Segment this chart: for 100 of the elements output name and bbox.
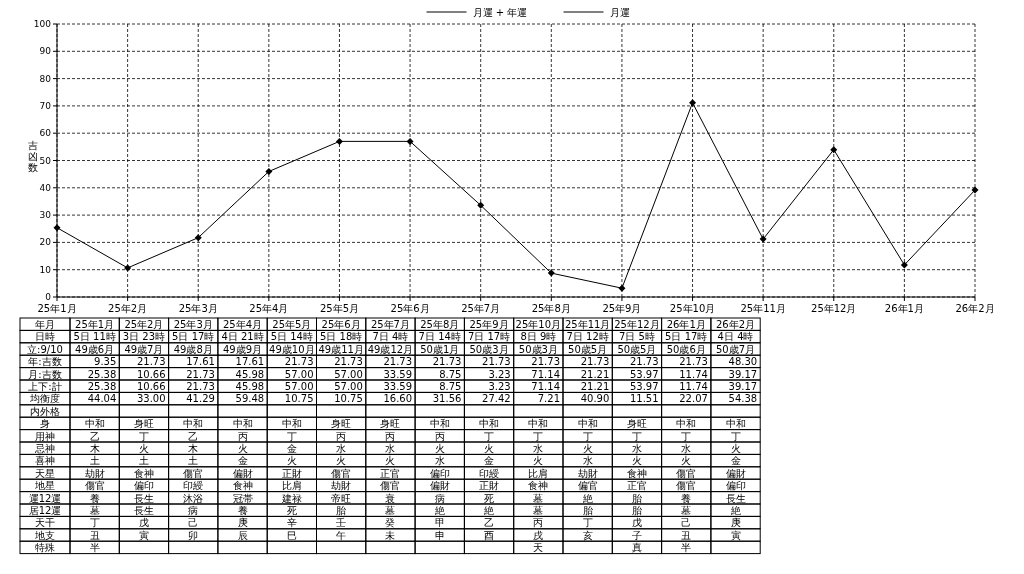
- text: 中和: [183, 418, 204, 430]
- text: 21.21: [580, 380, 610, 392]
- text: 21.73: [580, 356, 610, 368]
- text: 71.14: [531, 368, 560, 380]
- text: 子: [631, 529, 642, 541]
- text: 地星: [34, 480, 55, 492]
- text: 正財: [281, 467, 302, 479]
- text: 養: [237, 504, 248, 516]
- text: 運12運: [28, 492, 62, 504]
- text: 帝旺: [331, 492, 352, 504]
- text: 50歳3月: [469, 343, 509, 355]
- text: 8.75: [439, 368, 462, 380]
- text: 水: [336, 442, 347, 454]
- text: 3.23: [488, 380, 511, 392]
- legend-label: 月運 + 年運: [472, 6, 528, 18]
- text: 中和: [577, 418, 598, 430]
- text: 身旺: [626, 418, 647, 430]
- text: 10.66: [136, 380, 166, 392]
- text: 墓: [385, 504, 396, 516]
- text: 丑: [89, 529, 100, 541]
- text: 7.21: [537, 393, 560, 405]
- text: 辰: [237, 529, 248, 541]
- text: 21.73: [432, 356, 462, 368]
- point: [335, 137, 343, 145]
- text: 正官: [626, 480, 647, 492]
- text: 火: [631, 455, 642, 467]
- text: 49歳9月: [223, 343, 263, 355]
- text: 乙: [484, 517, 495, 529]
- text: 25年6月: [321, 318, 361, 330]
- x-tick-label: 25年2月: [108, 303, 148, 314]
- text: 印綬: [479, 467, 500, 479]
- text: 49歳6月: [75, 343, 115, 355]
- text: 傷官: [183, 467, 204, 479]
- text: 25年11月: [564, 318, 611, 330]
- text: 21.73: [629, 356, 659, 368]
- text: 53.97: [629, 368, 659, 380]
- text: 未: [385, 529, 396, 541]
- text: 21.21: [580, 368, 610, 380]
- text: 7日 14時: [418, 331, 461, 343]
- text: 正財: [479, 480, 500, 492]
- text: 丁: [533, 430, 544, 442]
- x-tick-label: 25年3月: [178, 303, 218, 314]
- text: 4日 4時: [717, 331, 754, 343]
- text: 57.00: [284, 380, 314, 392]
- text: 喜神: [35, 455, 55, 467]
- text: 10.75: [284, 393, 314, 405]
- text: 21.73: [186, 368, 215, 380]
- text: 中和: [281, 418, 302, 430]
- text: 比肩: [528, 467, 549, 479]
- text: 3.23: [488, 368, 511, 380]
- text: 土: [138, 455, 149, 467]
- text: 21.73: [136, 356, 166, 368]
- text: 25年5月: [272, 318, 312, 330]
- y-tick-label: 60: [39, 128, 52, 139]
- text: 丙: [336, 430, 347, 442]
- text: 39.17: [728, 380, 758, 392]
- text: 水: [434, 455, 445, 467]
- text: 寅: [138, 529, 149, 541]
- text: 偏財: [232, 467, 253, 479]
- text: 8.75: [439, 380, 462, 392]
- text: 戌: [533, 529, 544, 541]
- text: 17.61: [186, 356, 215, 368]
- text: 病: [188, 504, 199, 516]
- text: 己: [188, 517, 199, 529]
- y-tick-label: 30: [39, 210, 52, 221]
- text: 39.17: [728, 368, 758, 380]
- text: 正官: [380, 467, 401, 479]
- text: 49歳8月: [173, 343, 213, 355]
- text: 印綬: [183, 480, 204, 492]
- text: 火: [286, 455, 297, 467]
- text: 45.98: [235, 368, 265, 380]
- text: 養: [89, 492, 100, 504]
- text: 5日 17時: [172, 331, 215, 343]
- point: [971, 186, 979, 194]
- text: 長生: [725, 492, 746, 504]
- text: 丁: [286, 430, 297, 442]
- text: 戊: [631, 517, 642, 529]
- text: 真: [631, 542, 642, 554]
- text: 中和: [232, 418, 253, 430]
- text: 傷官: [84, 480, 105, 492]
- text: 劫財: [577, 467, 598, 479]
- text: 火: [533, 455, 544, 467]
- text: 5日 18時: [320, 331, 363, 343]
- text: 沐浴: [183, 492, 204, 504]
- x-tick-label: 25年7月: [461, 303, 501, 314]
- text: 火: [681, 455, 692, 467]
- point: [689, 99, 697, 107]
- y-tick-label: 70: [39, 100, 52, 111]
- text: 21.73: [186, 380, 215, 392]
- text: 比肩: [281, 480, 302, 492]
- text: 金: [286, 442, 297, 454]
- text: 死: [484, 492, 495, 504]
- text: 死: [286, 504, 297, 516]
- text: 10.66: [136, 368, 166, 380]
- x-tick-label: 26年2月: [955, 303, 995, 314]
- text: 火: [434, 442, 445, 454]
- text: 25年1月: [75, 318, 115, 330]
- text: 天星: [35, 467, 55, 479]
- text: 胎: [336, 504, 347, 516]
- text: 絶: [483, 504, 495, 516]
